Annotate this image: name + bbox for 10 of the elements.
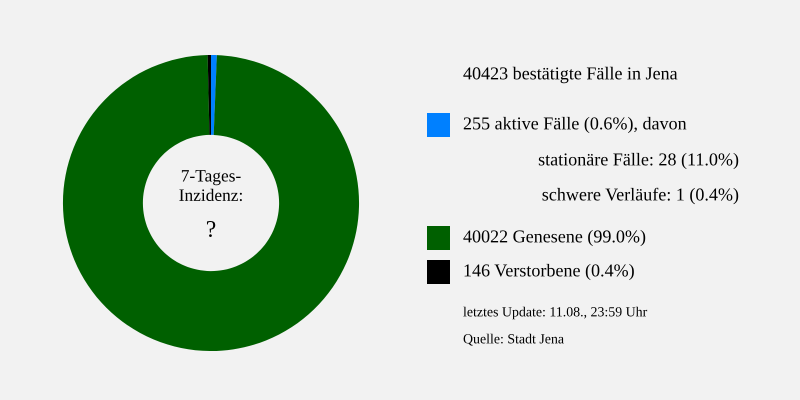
legend-label: 40022 Genesene (99.0%) bbox=[463, 230, 646, 246]
text: ? bbox=[206, 221, 216, 238]
legend-label: 146 Verstorbene (0.4%) bbox=[464, 264, 634, 280]
source-note: Quelle: Stadt Jena bbox=[464, 334, 564, 346]
text: schwere Verläufe: 1 (0.4%) bbox=[542, 188, 738, 204]
text: 40423 bestätigte Fälle in Jena bbox=[463, 66, 678, 84]
text: 7-Tages- Inzidenz: bbox=[179, 170, 242, 202]
text: stationäre Fälle: 28 (11.0%) bbox=[538, 152, 738, 170]
legend-label: 255 aktive Fälle (0.6%), davon bbox=[464, 116, 686, 134]
text: letztes Update: 11.08., 23:59 Uhr bbox=[463, 306, 648, 320]
